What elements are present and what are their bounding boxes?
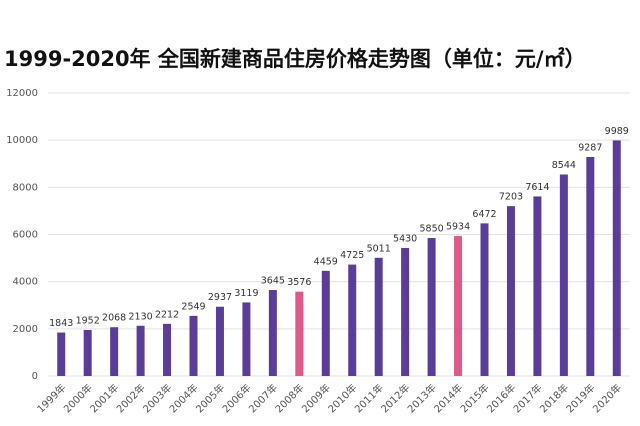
value-label: 7614	[525, 182, 549, 193]
value-label: 2549	[181, 301, 205, 312]
value-label: 2212	[155, 309, 179, 320]
bar	[189, 315, 198, 376]
bar	[480, 223, 489, 376]
bar	[163, 323, 172, 376]
value-label: 2937	[208, 292, 232, 303]
value-label: 1843	[49, 318, 73, 329]
bar	[454, 236, 463, 376]
value-label: 9287	[578, 142, 602, 153]
bar	[427, 238, 436, 376]
bar	[506, 206, 515, 376]
y-tick-label: 12000	[6, 88, 38, 99]
bar	[136, 325, 145, 376]
bar	[559, 174, 568, 376]
bar	[374, 257, 383, 376]
bar	[242, 302, 251, 376]
value-label: 3645	[261, 276, 285, 287]
value-label: 5850	[419, 224, 443, 235]
value-label: 4459	[314, 256, 338, 267]
value-label: 6472	[472, 209, 496, 220]
value-label: 3119	[234, 288, 258, 299]
y-tick-label: 2000	[13, 324, 38, 335]
value-label: 4725	[340, 250, 364, 261]
y-tick-label: 0	[32, 371, 38, 382]
value-label: 9989	[605, 126, 629, 137]
bar	[295, 291, 304, 376]
bar	[321, 270, 330, 376]
value-label: 8544	[552, 160, 576, 171]
x-tick-label: 2020年	[590, 381, 624, 415]
y-tick-label: 4000	[13, 277, 38, 288]
y-tick-label: 8000	[13, 182, 38, 193]
value-label: 5011	[367, 243, 391, 254]
chart-title: 1999-2020年 全国新建商品住房价格走势图（单位：元/㎡）	[4, 47, 586, 71]
y-tick-label: 10000	[6, 135, 38, 146]
value-label: 1952	[76, 315, 100, 326]
bar	[533, 196, 542, 376]
value-label: 5430	[393, 233, 417, 244]
bar	[268, 290, 277, 376]
value-label: 7203	[499, 192, 523, 203]
bar	[586, 156, 595, 376]
value-label: 2130	[128, 311, 152, 322]
bar	[83, 329, 92, 376]
bar	[612, 140, 621, 376]
bar	[215, 306, 224, 376]
value-label: 2068	[102, 313, 126, 324]
value-label: 3576	[287, 277, 311, 288]
value-label: 5934	[446, 222, 470, 233]
bar	[401, 247, 410, 376]
bar	[57, 332, 66, 376]
bar	[348, 264, 357, 376]
bar	[110, 327, 119, 376]
y-tick-label: 6000	[13, 230, 38, 241]
